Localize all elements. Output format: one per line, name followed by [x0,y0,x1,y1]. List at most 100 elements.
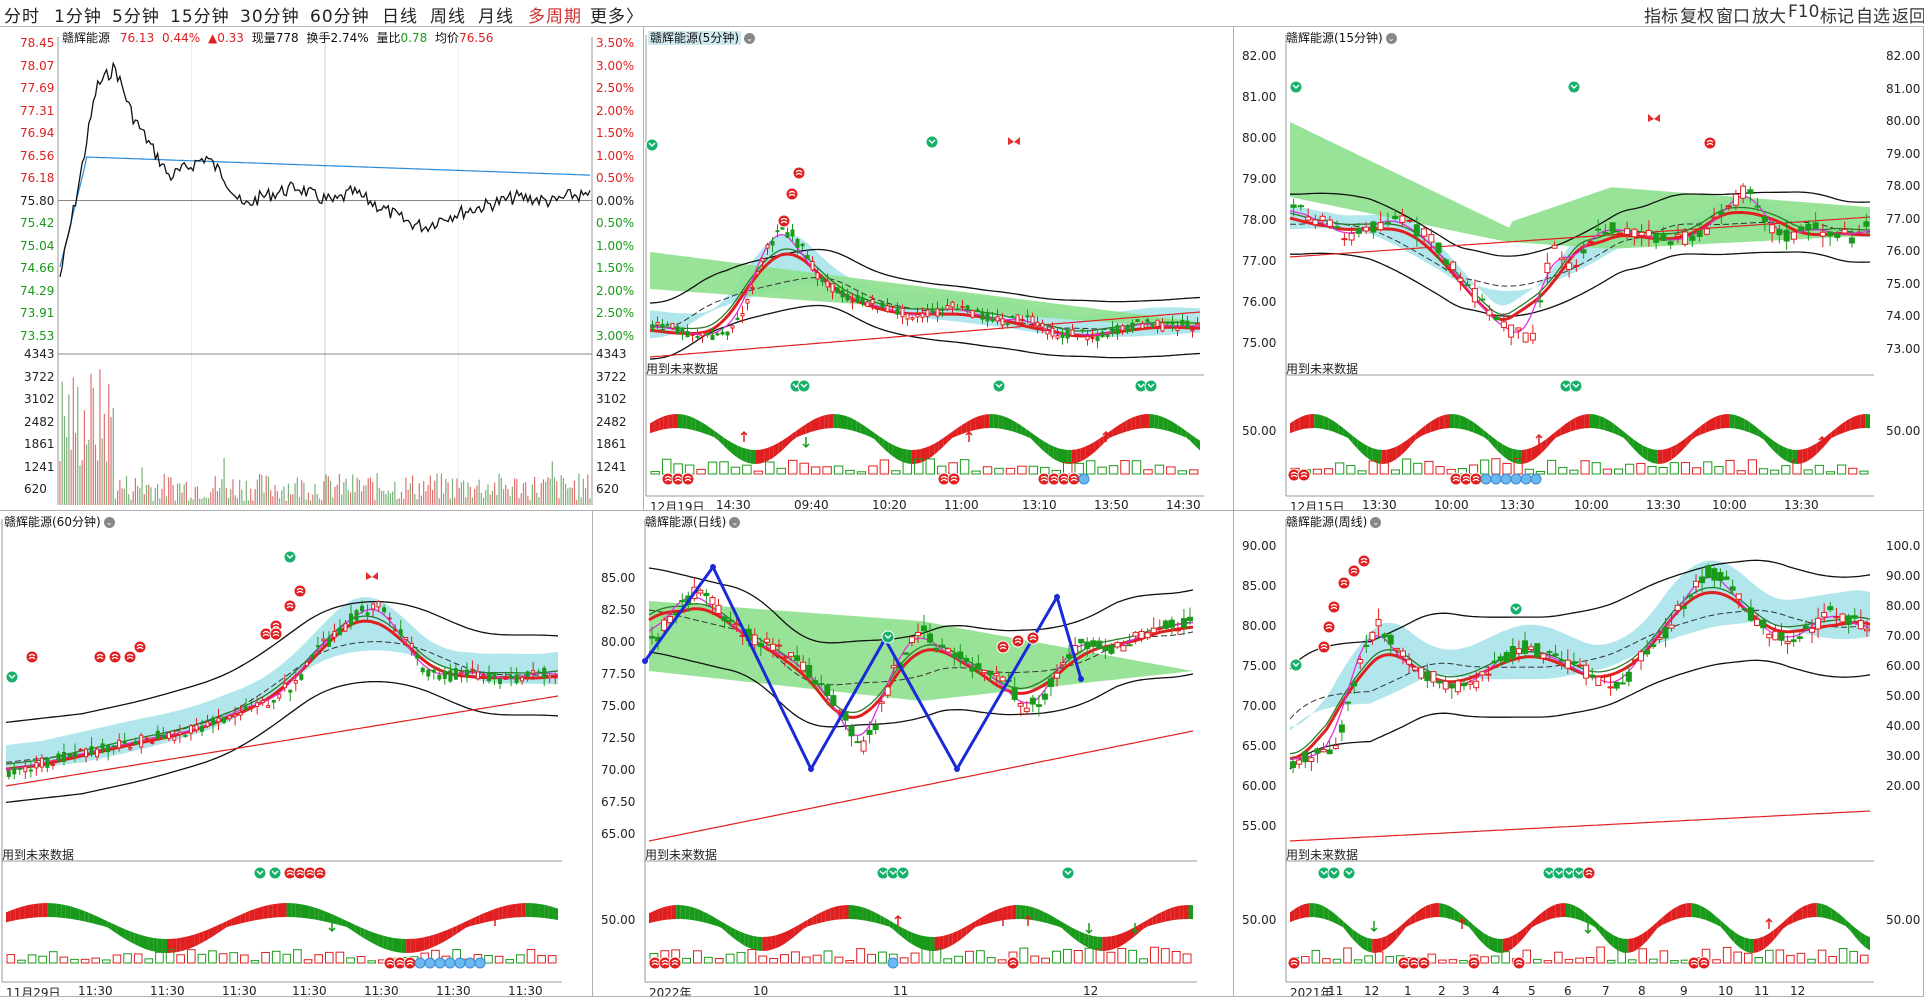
osc-segment [1512,448,1518,464]
period-tab[interactable]: 更多〉 [590,7,644,27]
price-axis-label: 75.42 [20,216,55,230]
k-candle [1602,231,1609,235]
k-candle [709,596,716,605]
signal-marker-glyph [1330,603,1338,610]
k-candle [1680,606,1687,609]
k-candle [1703,228,1710,235]
day-pane[interactable]: 赣辉能源(日线) ⌄ 用到未来数据 85.00 82.50 80.00 77.50 75.… [593,511,1234,997]
toolbar-right-item[interactable]: 复权 [1680,7,1714,27]
osc-vol-bar [144,958,154,964]
osc-vol-bar [70,958,79,964]
k-candle [1030,315,1035,324]
m60-pane[interactable]: 赣辉能源(60分钟) ⌄ 用到未来数据 11月29日 11:30 11:30 11:30… [0,511,593,997]
x-axis-label: 11 [1328,984,1344,997]
price-axis-label: 65.00 [1242,739,1277,753]
intraday-pane[interactable]: 赣辉能源 76.13 0.44% ▲0.33 现量778 换手2.74% 量比0… [0,27,644,511]
osc-segment [1108,429,1113,439]
period-tab[interactable]: 月线 [478,7,514,27]
m15-pane[interactable]: 赣辉能源(15分钟) ⌄ 用到未来数据 82.00 81.00 80.00 79.00 7… [1234,27,1924,511]
period-tab[interactable]: 多周期 [528,7,582,27]
signal-marker-glyph [884,634,892,639]
k-candle [487,672,491,682]
toolbar-right-item[interactable]: 放大 [1752,7,1786,27]
period-tab[interactable]: 1分钟 [54,7,102,27]
k-candle [1537,300,1544,303]
price-axis-label: 74.29 [20,283,55,298]
toolbar-right-item[interactable]: 指标 [1644,7,1678,27]
toolbar-right-item[interactable]: 窗口 [1716,7,1750,27]
osc-marker-glyph [256,870,264,875]
period-tab[interactable]: 分时 [4,7,40,27]
k-candle [715,333,720,336]
osc-segment [662,906,668,921]
period-tab[interactable]: 5分钟 [112,7,160,27]
volume-axis-label-right: 620 [596,482,619,496]
m5-pane[interactable]: 赣辉能源(5分钟) ⌄ 用到未来数据 12月19日 14:30 09:40 10:20 1… [644,27,1234,511]
price-axis-label: 80.00 [601,635,636,649]
toolbar-right-item[interactable]: 返回 [1892,7,1924,27]
osc-segment [1147,917,1153,927]
osc-segment [848,905,853,920]
osc-segment [1290,908,1295,923]
k-candle [751,634,758,646]
k-candle [249,705,254,708]
osc-segment [1836,424,1841,436]
osc-segment [1667,909,1672,923]
toolbar-right-item[interactable]: 标记 [1820,7,1854,27]
osc-segment [1468,920,1474,933]
osc-vol-bar [799,462,809,475]
osc-segment [1584,912,1590,925]
k-candle [890,305,895,308]
k-candle [271,699,276,703]
osc-segment [351,922,356,933]
osc-segment [1826,432,1832,444]
period-toolbar: 分时 1分钟 5分钟 15分钟 30分钟 60分钟 日线 周线 月线 多周期 更多〉 指标 复权 窗口 放大… [0,0,1924,27]
x-axis-label: 9 [1680,984,1688,997]
osc-segment [1444,904,1450,919]
period-tab[interactable]: 日线 [382,7,418,27]
period-tab[interactable]: 60分钟 [310,7,370,27]
boll-lower-line [649,304,1201,360]
period-tab[interactable]: 15分钟 [170,7,230,27]
k-candle [770,241,775,246]
osc-segment [739,931,745,946]
osc-segment [484,911,489,923]
osc-segment [1016,905,1021,919]
k-candle [1108,644,1115,654]
osc-marker-glyph [950,475,958,482]
osc-vol-bar [1543,960,1553,964]
osc-vol-bar [1786,954,1795,964]
price-axis-label-right: 80.00 [1886,599,1921,613]
osc-segment [1802,448,1808,464]
price-axis-label: 79.00 [1242,172,1277,186]
period-tab[interactable]: 30分钟 [240,7,300,27]
k-candle [757,643,764,647]
k-candle [1616,232,1623,235]
osc-vol-bar [38,955,47,964]
osc-segment [1594,414,1600,429]
osc-segment [1642,930,1648,945]
osc-segment [860,423,866,435]
osc-segment [1294,417,1300,432]
price-axis-label-right: 77.00 [1886,211,1921,226]
osc-segment [15,907,20,921]
osc-segment [328,912,333,924]
osc-segment [1035,435,1040,448]
osc-segment [668,414,673,429]
osc-segment [369,931,374,944]
week-pane[interactable]: 赣辉能源(周线) ⌄ 用到未来数据 90.00 85.00 80.00 75.00 70.… [1234,511,1924,997]
osc-segment [843,905,849,920]
toolbar-right-item[interactable]: F10 [1788,2,1820,22]
osc-segment [1333,420,1339,434]
osc-segment [1381,449,1387,464]
k-candle [1479,671,1486,676]
toolbar-right-item[interactable]: 自选 [1856,7,1890,27]
osc-vol-bar [1828,956,1837,964]
osc-segment [1314,903,1319,918]
osc-segment [1507,936,1513,952]
long-ma-line [648,730,1194,842]
period-tab[interactable]: 周线 [430,7,466,27]
k-candle [277,693,282,699]
k-candle [990,319,995,322]
osc-segment [1088,934,1094,950]
